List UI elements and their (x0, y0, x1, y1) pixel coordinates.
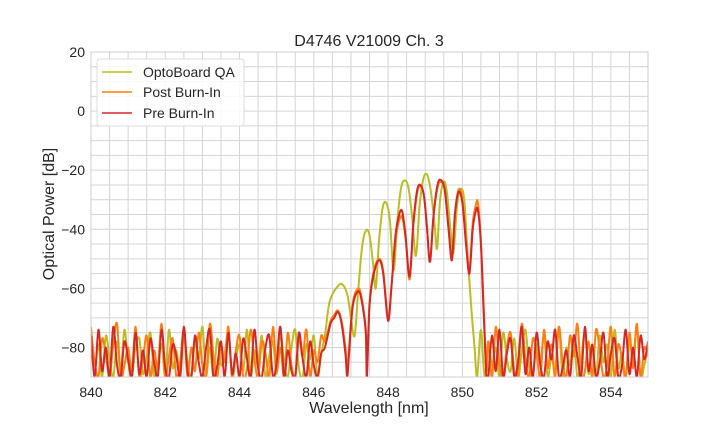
y-tick-label: −60 (61, 280, 85, 296)
x-tick-label: 854 (599, 384, 623, 400)
series-line-pre-burn-in (91, 178, 648, 377)
series-lines (91, 172, 648, 377)
y-tick-label: −80 (61, 339, 85, 355)
y-axis-label: Optical Power [dB] (41, 148, 58, 281)
x-axis-label: Wavelength [nm] (309, 400, 428, 417)
x-tick-label: 852 (525, 384, 549, 400)
chart-title: D4746 V21009 Ch. 3 (294, 33, 444, 50)
legend-label-pre-burn-in: Pre Burn-In (143, 105, 215, 121)
x-tick-label: 850 (451, 384, 475, 400)
x-tick-label: 844 (228, 384, 252, 400)
x-tick-labels: 840 842 844 846 848 850 852 854 (79, 384, 622, 400)
y-tick-label: −20 (61, 162, 85, 178)
x-tick-label: 846 (302, 384, 326, 400)
plot-frame (90, 51, 649, 378)
legend-label-post-burn-in: Post Burn-In (143, 84, 221, 100)
y-tick-labels: 20 0 −20 −40 −60 −80 (61, 44, 85, 355)
y-tick-label: 0 (77, 103, 85, 119)
y-tick-label: −40 (61, 221, 85, 237)
legend: OptoBoard QA Post Burn-In Pre Burn-In (96, 58, 245, 127)
x-tick-label: 840 (79, 384, 103, 400)
y-tick-label: 20 (69, 44, 85, 60)
x-tick-label: 842 (154, 384, 178, 400)
legend-box (96, 58, 245, 127)
legend-label-optoboard-qa: OptoBoard QA (143, 64, 235, 80)
x-tick-label: 848 (376, 384, 400, 400)
